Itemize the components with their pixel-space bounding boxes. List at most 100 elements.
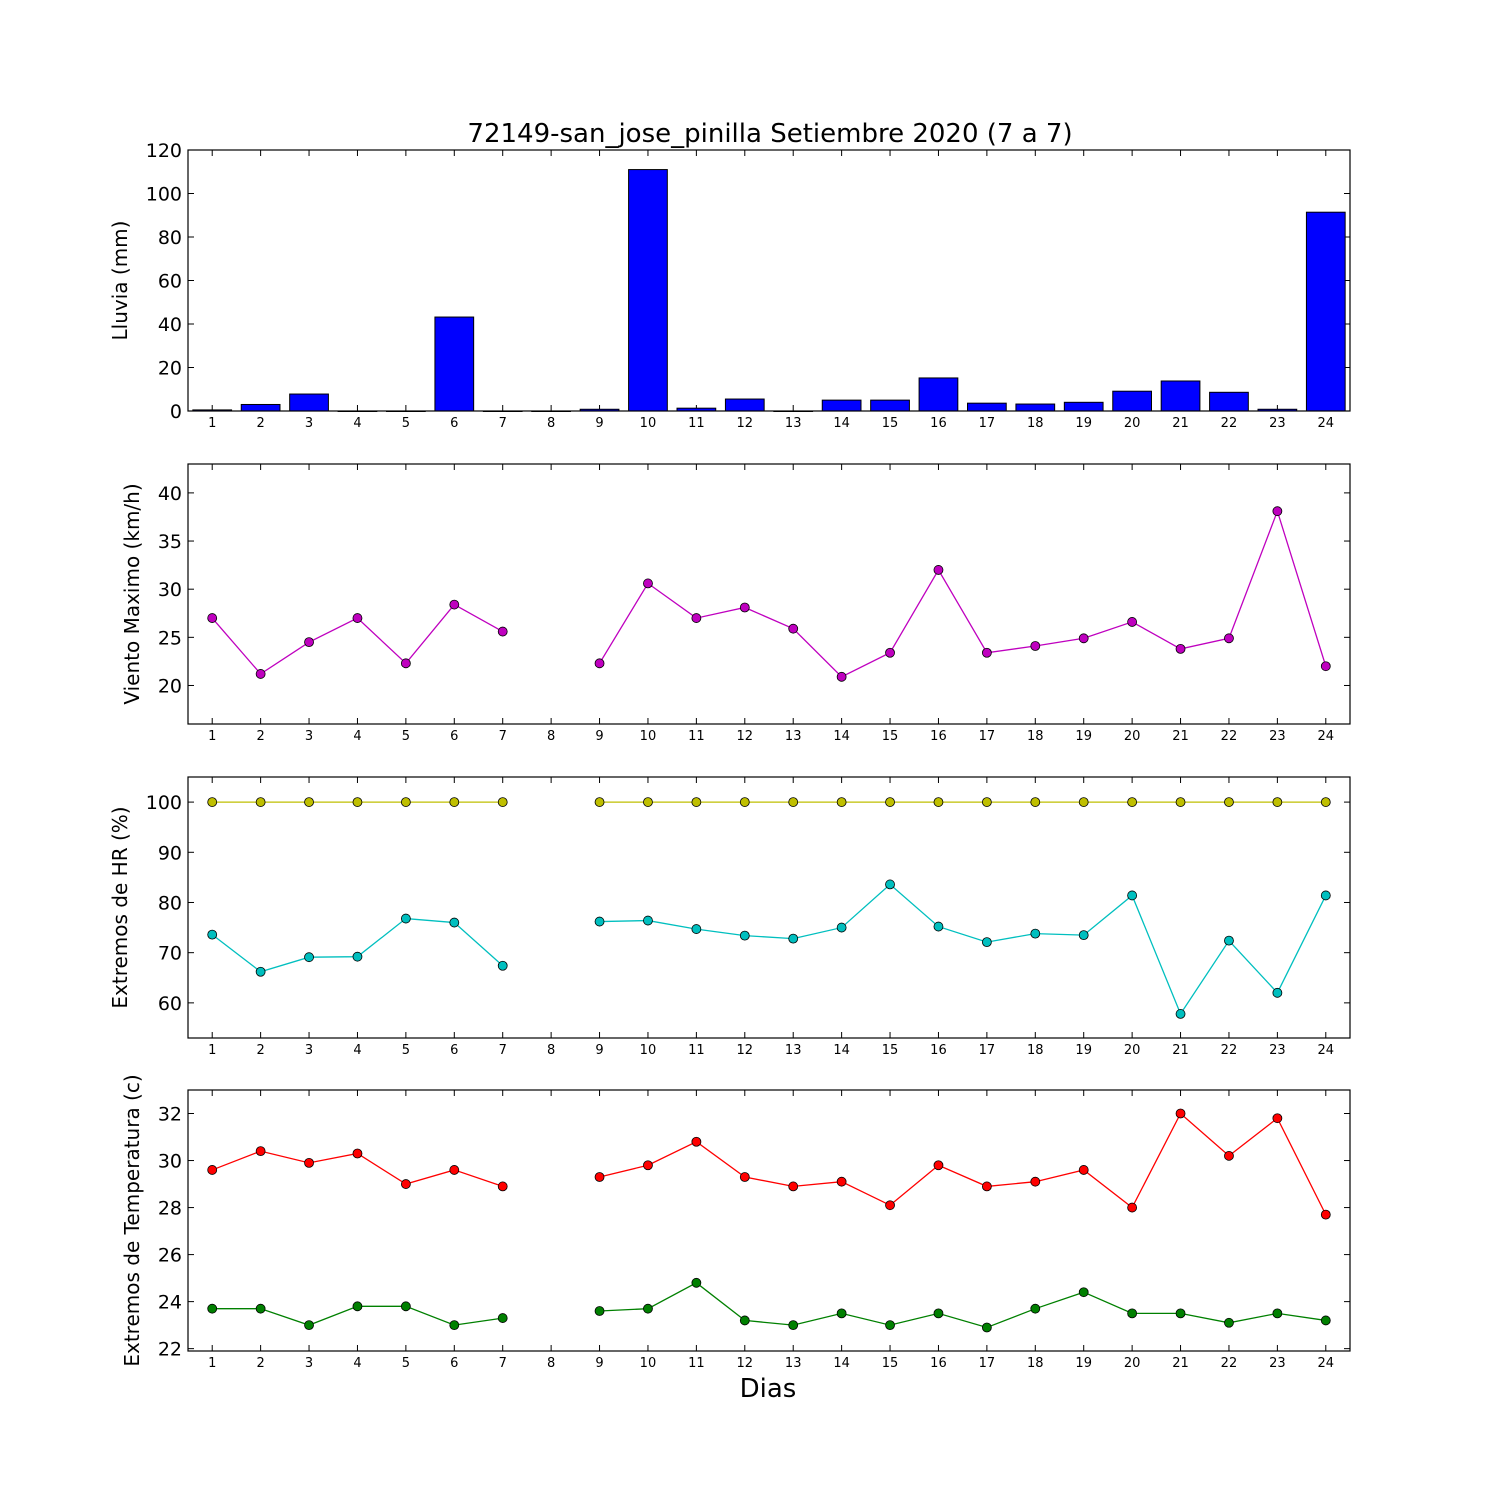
x-tick-label: 22 bbox=[1221, 729, 1238, 744]
point-day-16 bbox=[933, 921, 944, 932]
point-day-10 bbox=[643, 797, 653, 807]
point-day-17 bbox=[981, 1181, 992, 1192]
point-day-3 bbox=[304, 1157, 314, 1168]
point-day-5 bbox=[400, 797, 411, 807]
point-day-11 bbox=[691, 1277, 702, 1288]
x-tick-label: 14 bbox=[833, 1356, 850, 1371]
point-day-19 bbox=[1078, 797, 1089, 807]
point-day-14 bbox=[836, 671, 847, 682]
point-day-13 bbox=[788, 1181, 799, 1192]
y-tick-label: 30 bbox=[158, 579, 182, 601]
chart-title: 72149-san_jose_pinilla Setiembre 2020 (7… bbox=[467, 119, 1072, 149]
x-tick-label: 10 bbox=[640, 729, 657, 744]
y-tick-label: 120 bbox=[146, 140, 182, 162]
point-day-15 bbox=[885, 879, 895, 890]
point-day-18 bbox=[1030, 1303, 1041, 1314]
point-day-9 bbox=[594, 916, 605, 927]
x-tick-label: 4 bbox=[353, 416, 361, 431]
x-tick-label: 8 bbox=[547, 1356, 555, 1371]
point-day-16 bbox=[933, 797, 944, 807]
x-tick-label: 1 bbox=[208, 1043, 216, 1058]
y-tick-label: 20 bbox=[158, 675, 182, 697]
x-tick-label: 6 bbox=[450, 416, 458, 431]
point-day-17 bbox=[981, 1322, 992, 1333]
point-day-11 bbox=[691, 924, 702, 934]
x-tick-label: 16 bbox=[930, 1043, 947, 1058]
x-tick-label: 4 bbox=[353, 1043, 361, 1058]
x-tick-label: 21 bbox=[1172, 1043, 1189, 1058]
point-day-5 bbox=[400, 913, 411, 924]
x-tick-label: 11 bbox=[688, 416, 705, 431]
point-day-2 bbox=[255, 797, 266, 807]
x-tick-label: 18 bbox=[1027, 729, 1044, 744]
point-day-3 bbox=[304, 797, 314, 807]
x-axis-label: Dias bbox=[740, 1374, 797, 1404]
bar-day-16 bbox=[918, 377, 959, 412]
x-tick-label: 20 bbox=[1124, 1043, 1141, 1058]
point-day-19 bbox=[1078, 930, 1089, 941]
point-day-13 bbox=[788, 933, 799, 944]
point-day-12 bbox=[739, 602, 750, 613]
point-day-4 bbox=[352, 1148, 363, 1159]
point-day-5 bbox=[400, 658, 411, 669]
x-tick-label: 24 bbox=[1318, 1356, 1335, 1371]
x-tick-label: 16 bbox=[930, 1356, 947, 1371]
point-day-20 bbox=[1127, 1308, 1138, 1319]
point-day-14 bbox=[836, 797, 847, 807]
x-tick-label: 1 bbox=[208, 416, 216, 431]
point-day-21 bbox=[1175, 1308, 1186, 1319]
point-day-12 bbox=[739, 1172, 750, 1182]
point-day-4 bbox=[352, 951, 363, 962]
x-tick-label: 11 bbox=[688, 1043, 705, 1058]
x-tick-label: 5 bbox=[402, 416, 410, 431]
point-day-15 bbox=[885, 1200, 895, 1211]
point-day-17 bbox=[981, 797, 992, 807]
point-day-18 bbox=[1030, 928, 1041, 939]
x-tick-label: 17 bbox=[979, 416, 996, 431]
point-day-22 bbox=[1224, 1317, 1234, 1328]
x-tick-label: 18 bbox=[1027, 1356, 1044, 1371]
y-tick-label: 28 bbox=[158, 1198, 182, 1220]
x-tick-label: 6 bbox=[450, 729, 458, 744]
point-day-14 bbox=[836, 1176, 847, 1187]
point-day-19 bbox=[1078, 1165, 1089, 1175]
point-day-2 bbox=[255, 669, 266, 679]
x-tick-label: 20 bbox=[1124, 416, 1141, 431]
point-day-3 bbox=[304, 637, 314, 648]
x-tick-label: 15 bbox=[882, 729, 899, 744]
point-day-18 bbox=[1030, 1176, 1041, 1187]
point-day-22 bbox=[1224, 633, 1234, 644]
point-day-1 bbox=[207, 797, 218, 807]
x-tick-label: 14 bbox=[833, 1043, 850, 1058]
y-axis-label: Extremos de HR (%) bbox=[108, 806, 132, 1008]
bar-day-10 bbox=[628, 169, 668, 412]
series-line bbox=[599, 1282, 1326, 1329]
x-tick-label: 12 bbox=[737, 416, 754, 431]
y-tick-label: 60 bbox=[158, 271, 182, 293]
y-tick-label: 26 bbox=[158, 1245, 182, 1267]
point-day-21 bbox=[1175, 643, 1186, 654]
x-tick-label: 6 bbox=[450, 1043, 458, 1058]
y-tick-label: 20 bbox=[158, 358, 182, 380]
point-day-20 bbox=[1127, 890, 1138, 901]
x-tick-label: 12 bbox=[737, 729, 754, 744]
x-tick-label: 19 bbox=[1075, 1043, 1092, 1058]
x-tick-label: 16 bbox=[930, 416, 947, 431]
x-tick-label: 7 bbox=[499, 1356, 507, 1371]
x-tick-label: 18 bbox=[1027, 1043, 1044, 1058]
y-tick-label: 35 bbox=[158, 531, 182, 553]
bar-day-17 bbox=[967, 402, 1007, 412]
axes-frame bbox=[187, 776, 1351, 1039]
y-tick-label: 90 bbox=[158, 842, 182, 864]
y-axis-label: Lluvia (mm) bbox=[108, 221, 132, 341]
x-tick-label: 2 bbox=[256, 416, 264, 431]
x-tick-label: 13 bbox=[785, 416, 802, 431]
point-day-22 bbox=[1224, 935, 1234, 946]
y-tick-label: 80 bbox=[158, 892, 182, 914]
y-tick-label: 30 bbox=[158, 1151, 182, 1173]
x-tick-label: 20 bbox=[1124, 1356, 1141, 1371]
x-tick-label: 22 bbox=[1221, 1043, 1238, 1058]
x-tick-label: 5 bbox=[402, 1043, 410, 1058]
